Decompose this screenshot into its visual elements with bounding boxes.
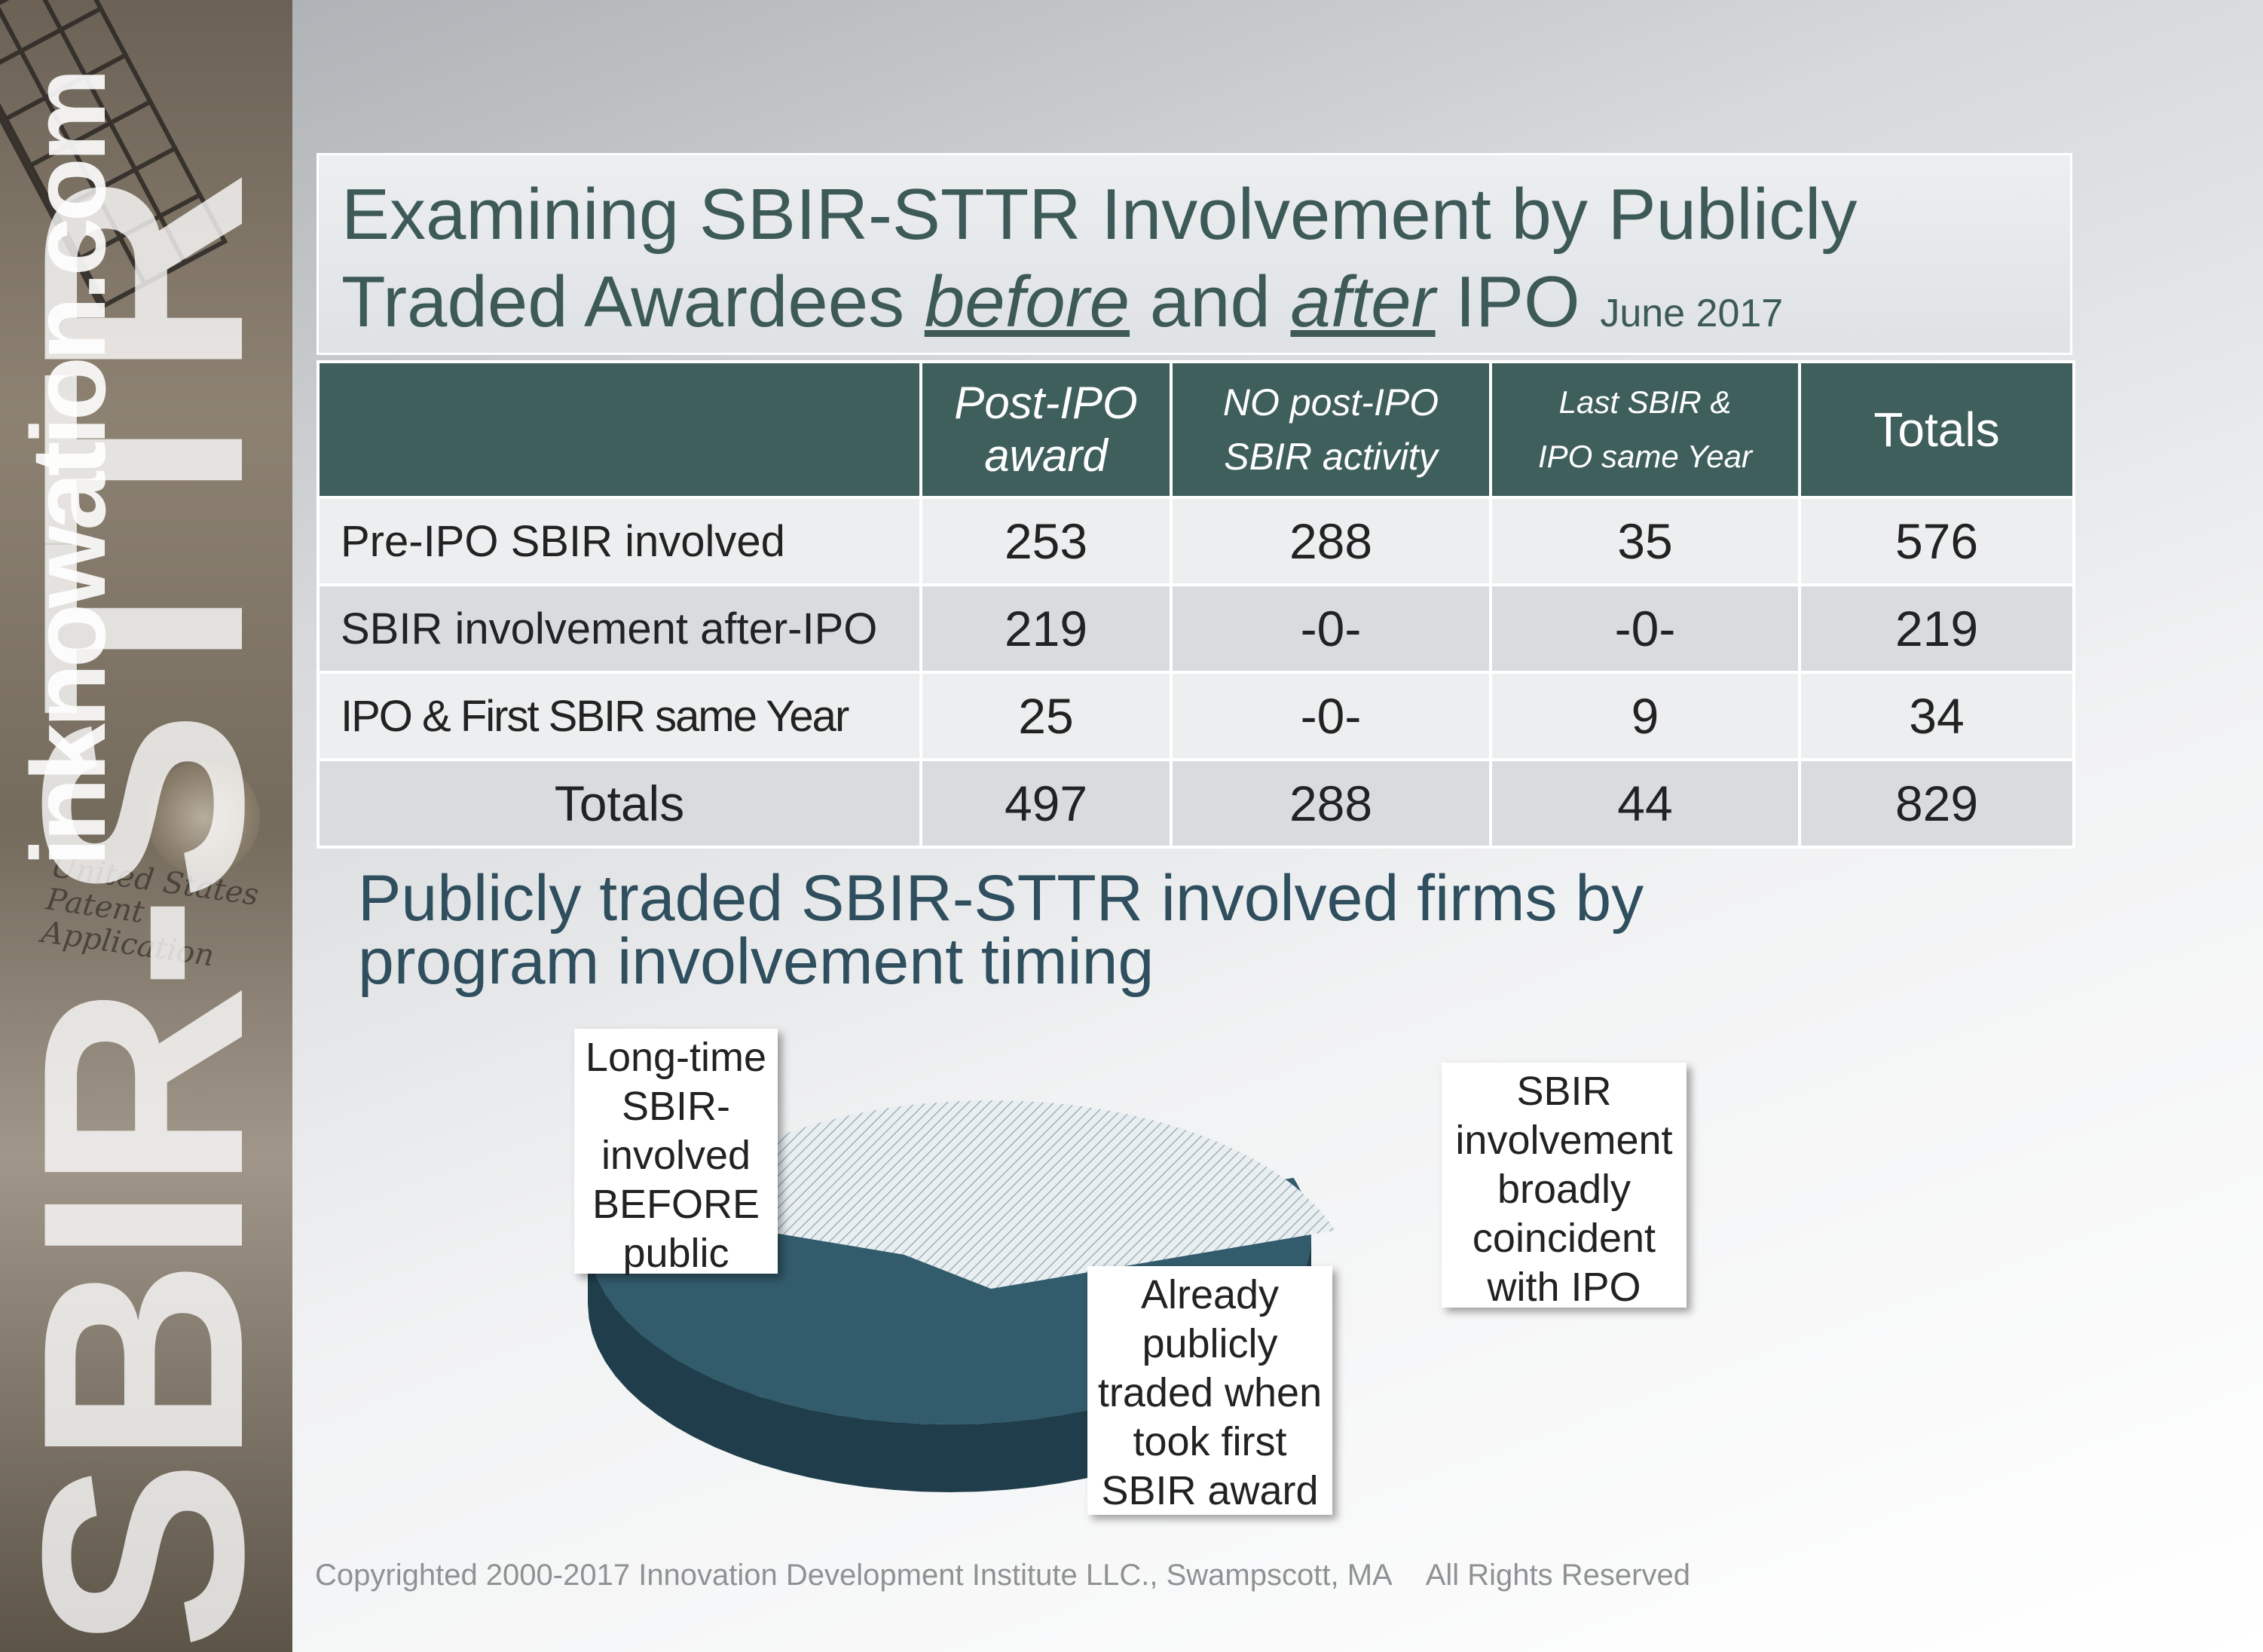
header-no-post-ipo-line2: SBIR activity [1224,436,1438,478]
title-date: June 2017 [1600,292,1784,335]
callout-coincident: SBIR involvement broadly coincident with… [1442,1063,1687,1310]
callout-line: SBIR- [621,1084,731,1129]
callout-line: involved [601,1133,751,1178]
row-label: Pre-IPO SBIR involved [317,496,922,586]
table-totals-row: Totals 497 288 44 829 [317,758,2075,849]
brand-sub: inknowation.com [9,72,127,867]
header-totals-label: Totals [1873,402,2000,457]
title-text-b: and [1130,262,1291,342]
table-cell: 288 [1170,758,1492,849]
table-cell: 219 [1798,583,2075,674]
table-cell: 34 [1798,671,2075,761]
header-no-post-ipo-line1: NO post-IPO [1222,381,1439,424]
table-cell: 253 [919,496,1173,586]
header-same-year-line2: IPO same Year [1537,439,1753,474]
header-post-ipo-line2: award [984,430,1108,481]
callout-line: traded when [1097,1370,1323,1415]
callout-line: took first [1133,1419,1287,1464]
copyright-text: Copyrighted 2000-2017 Innovation Develop… [315,1559,1393,1592]
row-label: SBIR involvement after-IPO [317,583,922,674]
table-cell: -0- [1170,671,1492,761]
copyright-footer: Copyrighted 2000-2017 Innovation Develop… [315,1559,1690,1592]
callout-line: Already [1140,1272,1280,1317]
header-post-ipo: Post-IPO award [919,360,1173,499]
table-cell: 497 [919,758,1173,849]
table-cell: 35 [1489,496,1801,586]
title-text-c: IPO [1435,262,1601,342]
header-post-ipo-line1: Post-IPO [954,378,1138,428]
row-label: IPO & First SBIR same Year [317,671,922,761]
callout-already-public: Already publicly traded when took first … [1087,1266,1332,1515]
row-label: Totals [317,758,922,849]
header-empty [317,360,922,499]
rights-text: All Rights Reserved [1425,1559,1690,1592]
table-cell: 288 [1170,496,1492,586]
callout-line: BEFORE [592,1182,760,1227]
callout-line: coincident [1472,1216,1656,1261]
callout-line: broadly [1497,1167,1632,1212]
title-line-1: Examining SBIR-STTR Involvement by Publi… [341,174,1858,255]
table-cell: 44 [1489,758,1801,849]
table-cell: 9 [1489,671,1801,761]
callout-line: public [622,1231,729,1276]
table-cell: 829 [1798,758,2075,849]
brand-sidebar: United States Patent Application SBIR-ST… [0,0,292,1652]
table-row: Pre-IPO SBIR involved 253 288 35 576 [317,496,2075,586]
table-row: IPO & First SBIR same Year 25 -0- 9 34 [317,671,2075,761]
table-row: SBIR involvement after-IPO 219 -0- -0- 2… [317,583,2075,674]
chart-title: Publicly traded SBIR-STTR involved firms… [358,862,1752,998]
title-line-2: Traded Awardees before and after IPO Jun… [341,261,1783,344]
brand-logo: SBIR-STTR inknowation.com [0,73,292,1650]
table-header-row: Post-IPO award NO post-IPO SBIR activity… [317,360,2075,499]
callout-line: with IPO [1487,1265,1641,1310]
title-after: after [1290,262,1436,342]
table-cell: 25 [919,671,1173,761]
callout-line: SBIR [1516,1069,1612,1114]
callout-line: SBIR award [1101,1468,1319,1513]
pie-slice [702,1100,1335,1289]
seal-graphic [147,761,260,874]
data-table: Post-IPO award NO post-IPO SBIR activity… [317,360,2075,849]
callout-long-time: Long-time SBIR- involved BEFORE public [574,1029,778,1276]
table-cell: 219 [919,583,1173,674]
table-cell: 576 [1798,496,2075,586]
chart-title-text: Publicly traded SBIR-STTR involved firms… [358,862,1644,998]
header-same-year-line1: Last SBIR & [1558,384,1732,420]
title-before: before [924,262,1130,342]
callout-line: involvement [1455,1118,1673,1163]
title-text-a: Traded Awardees [341,262,925,342]
callout-line: publicly [1142,1321,1278,1366]
header-same-year: Last SBIR & IPO same Year [1489,360,1801,499]
slide-title-box: Examining SBIR-STTR Involvement by Publi… [317,153,2072,355]
header-totals: Totals [1798,360,2075,499]
header-no-post-ipo: NO post-IPO SBIR activity [1170,360,1492,499]
callout-line: Long-time [585,1035,767,1080]
table-cell: -0- [1170,583,1492,674]
table-cell: -0- [1489,583,1801,674]
